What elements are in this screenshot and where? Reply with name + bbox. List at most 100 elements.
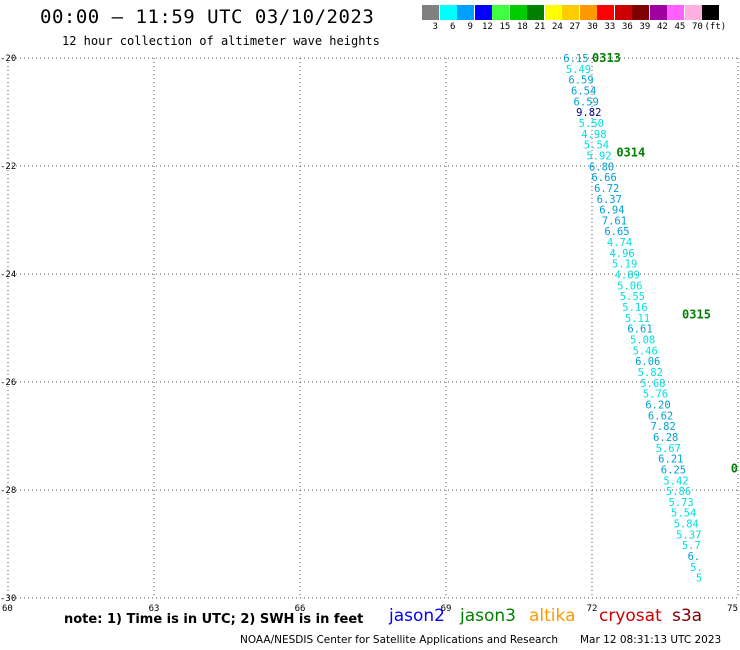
colorbar-label: 45 xyxy=(674,22,686,32)
wave-height-value: 5.37 xyxy=(676,529,701,541)
satellite-label: jason3 xyxy=(460,606,516,626)
colorbar-swatch xyxy=(579,5,597,20)
colorbar-label: 70 xyxy=(692,22,703,32)
colorbar-swatch xyxy=(562,5,579,20)
colorbar-label: 27 xyxy=(569,22,581,32)
colorbar-label: 9 xyxy=(467,22,473,32)
wave-height-value: 7.61 xyxy=(602,215,627,227)
wave-height-value: 5.19 xyxy=(612,259,637,271)
wave-height-value: 6.15 xyxy=(563,53,588,65)
wave-height-value: 4.89 xyxy=(615,270,640,282)
wave-height-value: 5.46 xyxy=(633,345,658,357)
wave-height-value: 5.16 xyxy=(622,302,647,314)
wave-height-value: 5.7 xyxy=(682,540,701,552)
latitude-tick-label: -22 xyxy=(0,162,16,172)
colorbar-label: 30 xyxy=(587,22,598,32)
colorbar-swatch xyxy=(684,5,702,20)
wave-height-value: 5.11 xyxy=(625,313,650,325)
wave-height-value: 5. xyxy=(690,562,703,574)
colorbar-label: 21 xyxy=(534,22,546,32)
colorbar-label: 33 xyxy=(604,22,616,32)
colorbar-label: 42 xyxy=(657,22,668,32)
wave-height-value: 6.06 xyxy=(635,356,660,368)
wave-height-value: 5.82 xyxy=(638,367,663,379)
longitude-tick-label: 69 xyxy=(441,604,452,614)
colorbar-label: 24 xyxy=(552,22,563,32)
satellite-label: cryosat xyxy=(599,606,662,626)
colorbar-swatch xyxy=(527,5,544,20)
wave-height-value: 6.59 xyxy=(568,75,593,87)
colorbar-swatch xyxy=(474,5,492,20)
wave-height-value: 5.92 xyxy=(586,150,611,162)
wave-height-value: 6.20 xyxy=(645,399,670,411)
wave-height-value: 4.96 xyxy=(609,248,634,260)
colorbar-label: 3 xyxy=(432,22,438,32)
longitude-tick-label: 60 xyxy=(2,604,13,614)
colorbar-swatch xyxy=(544,5,562,20)
colorbar-swatch xyxy=(667,5,684,20)
wave-height-value: 6.72 xyxy=(594,183,619,195)
wave-height-value: 6.59 xyxy=(574,96,599,108)
colorbar-label: 12 xyxy=(482,22,493,32)
colorbar-swatch xyxy=(632,5,649,20)
wave-height-value: 5.06 xyxy=(617,280,642,292)
wave-height-value: 9.82 xyxy=(576,107,601,119)
latitude-tick-label: -30 xyxy=(0,594,16,604)
wave-height-value: 6.54 xyxy=(571,85,596,97)
generated-timestamp: Mar 12 08:31:13 UTC 2023 xyxy=(580,634,722,646)
latitude-tick-label: -24 xyxy=(0,270,16,280)
wave-height-value: 7.82 xyxy=(650,421,675,433)
page-title: 00:00 – 11:59 UTC 03/10/2023 xyxy=(40,6,375,28)
wave-height-value: 6.94 xyxy=(599,205,624,217)
wave-height-value: 5.86 xyxy=(666,486,691,498)
track-time-label: 0315 xyxy=(682,308,711,322)
colorbar-swatch xyxy=(702,5,719,20)
wave-height-value: 6.66 xyxy=(592,172,617,184)
colorbar-swatch xyxy=(439,5,457,20)
longitude-tick-label: 75 xyxy=(727,604,738,614)
colorbar-swatch xyxy=(422,5,439,20)
wave-height-value: 5.49 xyxy=(566,64,591,76)
satellite-label: jason2 xyxy=(389,606,445,626)
wave-height-value: 5.73 xyxy=(668,497,693,509)
wave-height-value: 6.21 xyxy=(658,454,683,466)
satellite-label: s3a xyxy=(672,606,703,626)
colorbar-swatch xyxy=(649,5,667,20)
wave-height-value: 5.84 xyxy=(674,519,699,531)
colorbar-swatch xyxy=(457,5,474,20)
wave-height-value: 5.08 xyxy=(630,335,655,347)
latitude-tick-label: -28 xyxy=(0,486,16,496)
track-time-label: 0314 xyxy=(616,146,645,160)
wave-height-value: 5.54 xyxy=(584,140,609,152)
wave-height-value: 4.98 xyxy=(581,129,606,141)
latitude-tick-label: -20 xyxy=(0,54,16,64)
colorbar-swatch xyxy=(614,5,632,20)
longitude-tick-label: 66 xyxy=(295,604,306,614)
wave-height-value: 5.68 xyxy=(640,378,665,390)
track-time-label: 0313 xyxy=(592,51,621,65)
wave-height-value: 6.37 xyxy=(597,194,622,206)
satellite-label: altika xyxy=(529,606,576,626)
wave-height-value: 5 xyxy=(696,573,702,585)
credit-text: NOAA/NESDIS Center for Satellite Applica… xyxy=(240,634,558,646)
longitude-tick-label: 72 xyxy=(587,604,598,614)
colorbar-label: 39 xyxy=(639,22,651,32)
colorbar-unit: (ft) xyxy=(704,22,727,32)
wave-height-value: 5.55 xyxy=(620,291,645,303)
wave-height-value: 6.28 xyxy=(653,432,678,444)
wave-height-value: 6.61 xyxy=(627,324,652,336)
wave-height-value: 5.76 xyxy=(643,389,668,401)
wave-height-value: 6.62 xyxy=(648,410,673,422)
colorbar-label: 6 xyxy=(450,22,456,32)
colorbar-label: 18 xyxy=(517,22,528,32)
wave-height-value: 6.65 xyxy=(604,226,629,238)
longitude-tick-label: 63 xyxy=(149,604,160,614)
wave-height-value: 6.80 xyxy=(589,161,614,173)
wave-height-value: 4.74 xyxy=(607,237,632,249)
wave-height-value: 5.54 xyxy=(671,508,696,520)
wave-height-value: 5.50 xyxy=(579,118,604,130)
footnote: note: 1) Time is in UTC; 2) SWH is in fe… xyxy=(64,612,364,627)
wave-height-value: 6.25 xyxy=(661,464,686,476)
